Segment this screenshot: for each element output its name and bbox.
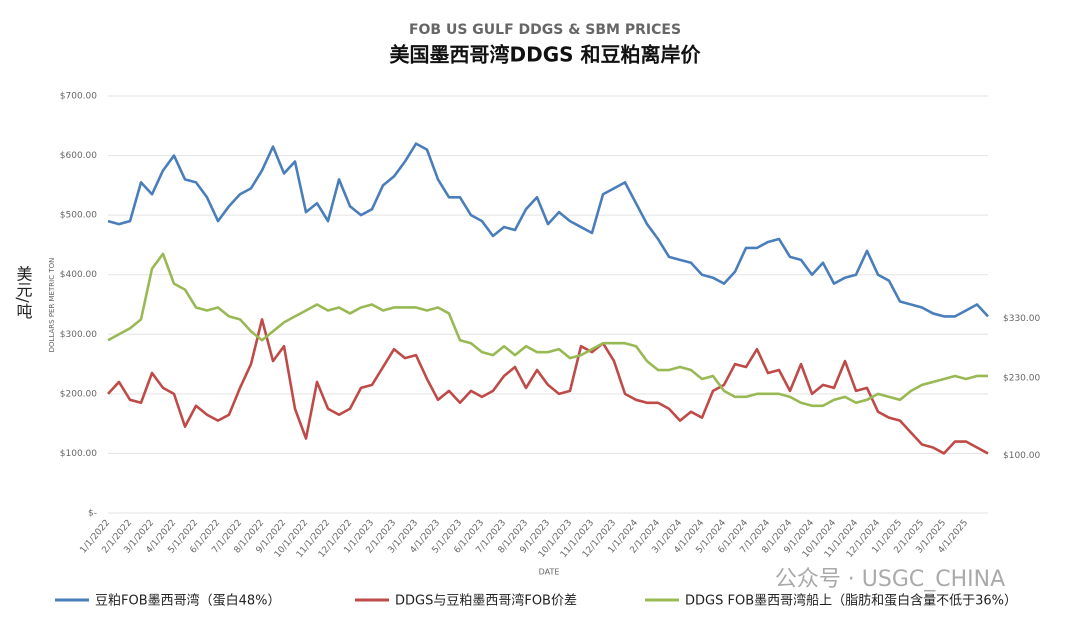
y-tick-label: $700.00	[60, 92, 97, 102]
y-tick-label: $100.00	[60, 449, 97, 459]
y-tick-label: $500.00	[60, 211, 97, 221]
legend-label: 豆粕FOB墨西哥湾（蛋白48%）	[95, 593, 281, 609]
end-label: $100.00	[1003, 451, 1040, 461]
series-line	[107, 252, 988, 408]
chart-subtitle: 美国墨西哥湾DDGS 和豆粕离岸价	[390, 43, 702, 67]
y-axis-label-cn: 美元/吨	[14, 265, 33, 318]
x-axis-label: DATE	[539, 568, 560, 577]
y-tick-label: $200.00	[60, 389, 97, 399]
end-label: $230.00	[1003, 373, 1040, 383]
y-axis-label: DOLLARS PER METRIC TON	[48, 258, 56, 353]
y-tick-label: $300.00	[60, 330, 97, 340]
watermark: 公众号 · USGC_CHINA	[775, 567, 1005, 592]
end-label: $330.00	[1003, 314, 1040, 324]
legend-label: DDGS与豆粕墨西哥湾FOB价差	[395, 593, 577, 609]
y-tick-label: $600.00	[60, 151, 97, 161]
legend-label: DDGS FOB墨西哥湾船上（脂肪和蛋白含量不低于36%）	[685, 593, 1017, 609]
y-tick-label: $-	[88, 509, 97, 519]
y-tick-label: $400.00	[60, 270, 97, 280]
series-line	[107, 318, 989, 455]
chart-title: FOB US GULF DDGS & SBM PRICES	[409, 22, 681, 38]
series-line	[107, 142, 989, 318]
